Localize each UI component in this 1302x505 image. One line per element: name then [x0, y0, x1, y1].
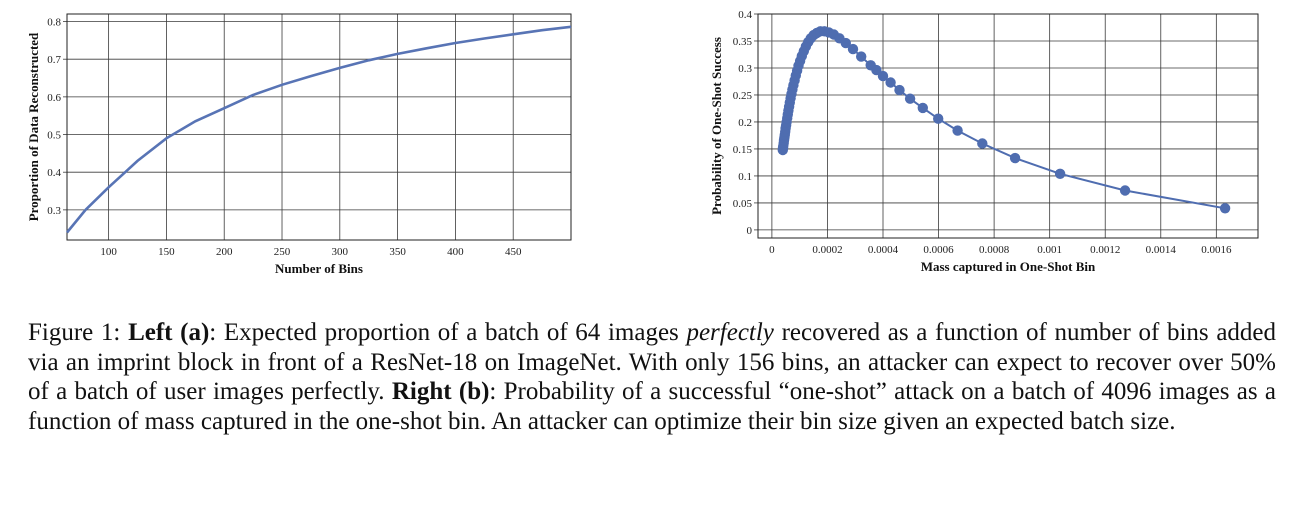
right-data-point	[877, 70, 889, 82]
left-x-tick-label: 400	[447, 246, 464, 258]
right-x-tick-label: 0.0006	[923, 244, 954, 256]
right-x-tick-label: 0.0008	[979, 244, 1010, 256]
right-x-axis-label: Mass captured in One-Shot Bin	[921, 259, 1096, 274]
right-data-point	[904, 93, 916, 104]
right-y-tick-label: 0.2	[738, 117, 752, 129]
right-y-axis-label: Probability of One-Shot Success	[709, 37, 724, 215]
left-series-line	[65, 25, 572, 234]
left-x-tick-label: 300	[332, 246, 349, 258]
figure-1: 100 150 200 250 300 350 400 450 0.3 0.4 0.5 0.6 0.7 0…	[26, 9, 1259, 276]
left-y-tick-label: 0.5	[47, 130, 61, 142]
right-y-tick-label: 0.15	[733, 144, 753, 156]
right-y-tick-label: 0.05	[733, 198, 753, 210]
caption-segment-2: recovered as a function of number of bin…	[28, 319, 1277, 405]
left-x-tick-label: 350	[389, 246, 406, 258]
left-x-axis-label: Number of Bins	[275, 261, 363, 276]
caption-left-label: Left (a)	[128, 319, 210, 346]
caption-segment-1: : Expected proportion of a batch of 64 i…	[209, 319, 687, 346]
right-data-point	[856, 51, 867, 62]
right-data-point	[840, 37, 851, 49]
left-x-tick-label: 100	[100, 246, 117, 258]
right-data-point	[1054, 168, 1066, 179]
figure-caption: Figure 1: Left (a): Expected proportion …	[28, 318, 1276, 436]
right-x-tick-label: 0	[769, 244, 775, 256]
right-y-tick-label: 0	[747, 225, 753, 237]
left-y-tick-label: 0.3	[47, 205, 61, 217]
right-y-tick-label: 0.1	[738, 171, 752, 183]
left-x-tick-label: 150	[158, 246, 175, 258]
right-x-tick-label: 0.0004	[868, 244, 899, 256]
right-series-line	[781, 30, 1226, 210]
right-data-point	[917, 102, 928, 114]
left-y-tick-label: 0.7	[47, 54, 61, 66]
right-data-point	[1219, 203, 1231, 214]
right-x-tick-label: 0.0014	[1146, 244, 1177, 256]
right-x-tick-label: 0.0012	[1090, 244, 1120, 256]
right-data-point	[871, 64, 882, 76]
right-data-point	[952, 125, 963, 136]
caption-right-label: Right (b)	[391, 378, 490, 405]
caption-segment-3: : Probability of a successful “one-shot”…	[28, 378, 1276, 435]
right-data-point	[894, 84, 905, 96]
left-y-tick-label: 0.8	[47, 17, 61, 29]
right-data-point	[885, 77, 896, 88]
right-y-tick-label: 0.35	[733, 36, 753, 48]
right-y-tick-label: 0.3	[738, 63, 752, 75]
right-y-tick-label: 0.25	[733, 90, 753, 102]
left-x-tick-label: 250	[274, 246, 291, 258]
left-y-tick-label: 0.6	[47, 92, 61, 104]
right-x-tick-label: 0.0016	[1201, 244, 1232, 256]
right-data-point	[1119, 185, 1131, 196]
right-data-point	[933, 113, 944, 124]
caption-emphasis: perfectly	[686, 319, 774, 346]
right-data-point	[847, 43, 859, 55]
caption-figure-label: Figure 1:	[28, 319, 121, 346]
left-x-tick-label: 200	[216, 246, 233, 258]
chart-right-one-shot-success: 0 0.0002 0.0004 0.0006 0.0008 0.001 0.0012 0.00…	[709, 9, 1259, 274]
left-y-axis-label: Proportion of Data Reconstructed	[26, 32, 41, 221]
chart-left-bins-vs-reconstruction: 100 150 200 250 300 350 400 450 0.3 0.4 0.5 0.6 0.7 0…	[26, 13, 572, 276]
right-plot-frame	[757, 13, 1259, 239]
left-y-tick-label: 0.4	[47, 167, 61, 179]
right-y-tick-label: 0.4	[738, 9, 752, 21]
right-data-point	[977, 138, 988, 149]
right-x-tick-label: 0.0002	[812, 244, 842, 256]
left-plot-frame	[66, 13, 572, 241]
right-data-point	[1009, 152, 1021, 164]
right-x-tick-label: 0.001	[1037, 244, 1062, 256]
left-x-tick-label: 450	[505, 246, 522, 258]
